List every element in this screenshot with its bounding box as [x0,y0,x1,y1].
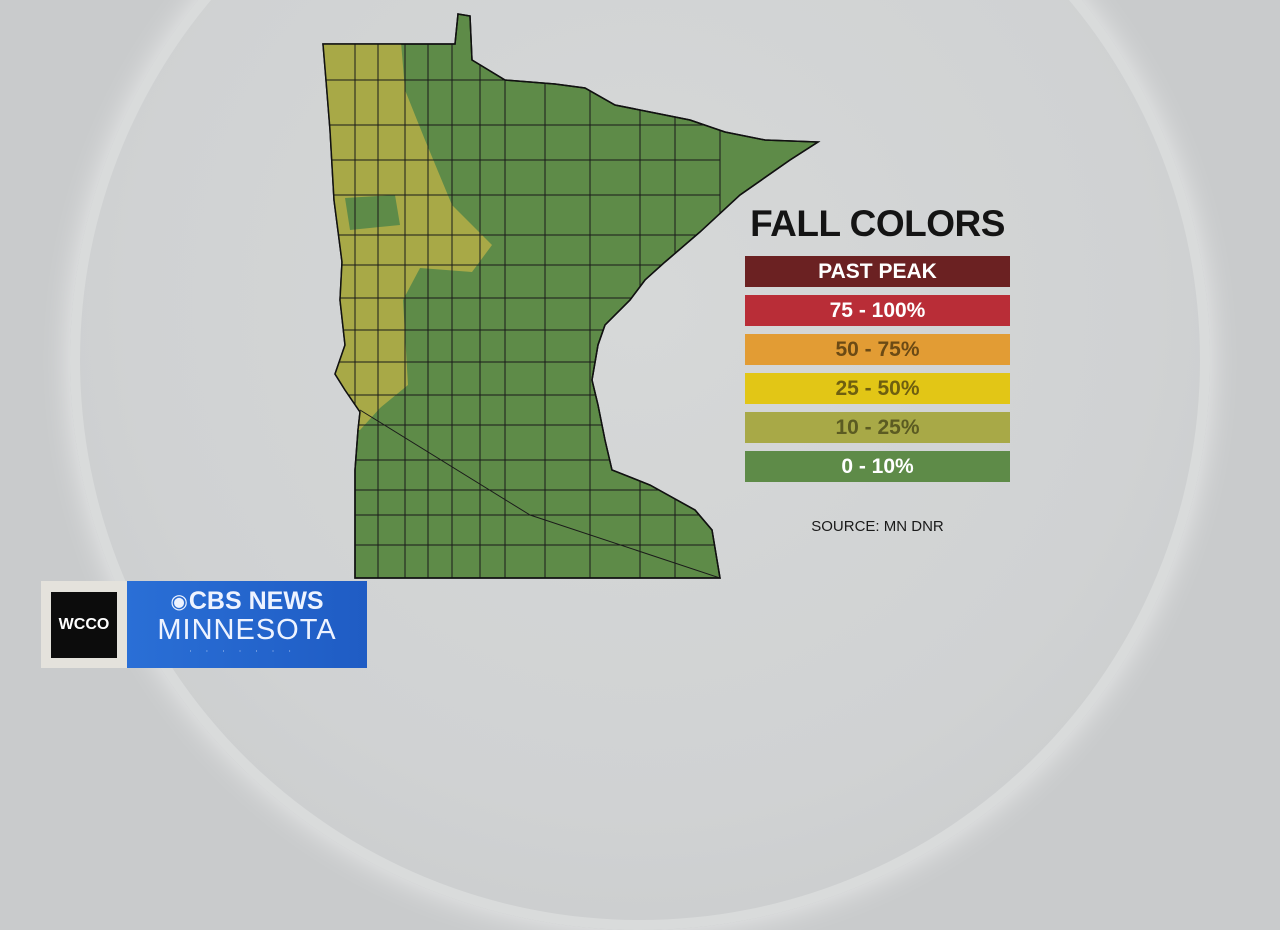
legend-item-label: 10 - 25% [835,416,920,439]
legend-item: 25 - 50% [745,373,1010,404]
source-label: SOURCE: MN DNR [811,518,944,535]
market-name: MINNESOTA [157,614,337,646]
county-border [359,409,531,516]
wcco-logo: WCCO [51,591,117,658]
region-0-10-patch [345,195,400,230]
legend-item-label: PAST PEAK [818,260,937,283]
cbs-news-logo: ◉ CBS NEWS [170,587,324,615]
legend-title: FALL COLORS [750,203,1005,244]
legend-item-label: 25 - 50% [835,377,920,400]
cbs-eye-icon: ◉ [170,589,188,613]
county-lines [323,20,721,578]
station-logo-bug: WCCO ◉ CBS NEWS MINNESOTA ······· [41,581,367,668]
legend-item: 10 - 25% [745,412,1010,443]
state-outline [322,13,821,579]
legend-item-label: 0 - 10% [841,455,914,478]
dots-decoration: ······· [189,647,305,656]
legend-item-label: 50 - 75% [835,338,920,361]
legend-item: 75 - 100% [745,295,1010,326]
county-border [529,514,721,578]
legend-item: PAST PEAK [745,256,1010,287]
legend-item-label: 75 - 100% [829,299,926,322]
legend-item: 0 - 10% [745,451,1010,482]
legend: FALL COLORS PAST PEAK 75 - 100% 50 - 75% 25… [745,204,1010,490]
legend-item: 50 - 75% [745,334,1010,365]
minnesota-map [322,13,821,579]
